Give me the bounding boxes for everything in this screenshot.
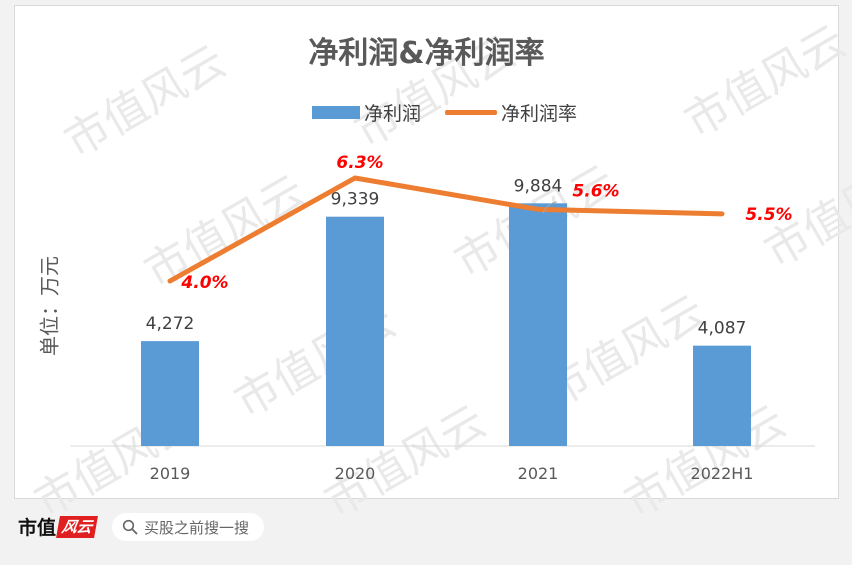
x-tick-label: 2020 (335, 464, 376, 483)
line-series-net-margin (167, 175, 725, 284)
x-tick-label: 2019 (150, 464, 191, 483)
chart-title: 净利润&净利润率 (308, 36, 545, 71)
search-button[interactable]: 买股之前搜一搜 (112, 513, 264, 541)
legend-swatch-bar (312, 106, 360, 119)
bar-value-label: 4,272 (146, 314, 195, 334)
bar-value-label: 9,339 (331, 190, 380, 210)
bar-value-label: 4,087 (698, 319, 747, 339)
legend-swatch-line (445, 110, 497, 115)
brand-text: 市值 (18, 517, 57, 539)
x-tick-label: 2021 (518, 464, 559, 483)
search-icon (122, 519, 138, 535)
line-value-label: 4.0% (180, 273, 228, 293)
legend-label-bars: 净利润 (364, 103, 422, 125)
chart-card: 市值风云 市值风云 市值风云 市值风云 市值风云 市值风云 市值风云 市值风云 … (14, 5, 852, 528)
bar-2019 (141, 341, 199, 446)
search-text: 买股之前搜一搜 (144, 518, 250, 537)
bar-2021 (509, 203, 567, 446)
line-value-label: 5.6% (572, 181, 619, 201)
line-value-label: 5.5% (745, 205, 792, 225)
legend-item-bars: 净利润 (312, 99, 421, 126)
label-leader-line (542, 201, 558, 214)
x-tick-label: 2022H1 (691, 464, 754, 483)
chart-plot: 4,272 9,339 9,884 4,087 2019 2020 2021 2022H1 4.… (70, 153, 815, 483)
bar-value-label: 9,884 (514, 176, 563, 196)
bar-2020 (326, 216, 384, 446)
line-value-label: 6.3% (336, 153, 383, 173)
legend-label-line: 净利润率 (501, 103, 578, 125)
brand-mark: 风云 (56, 515, 98, 538)
footer-bar: 市值 风云 买股之前搜一搜 (0, 505, 852, 565)
legend-item-line: 净利润率 (445, 99, 577, 126)
bar-2022H1 (693, 345, 751, 446)
brand-logo[interactable]: 市值 风云 (18, 513, 98, 540)
